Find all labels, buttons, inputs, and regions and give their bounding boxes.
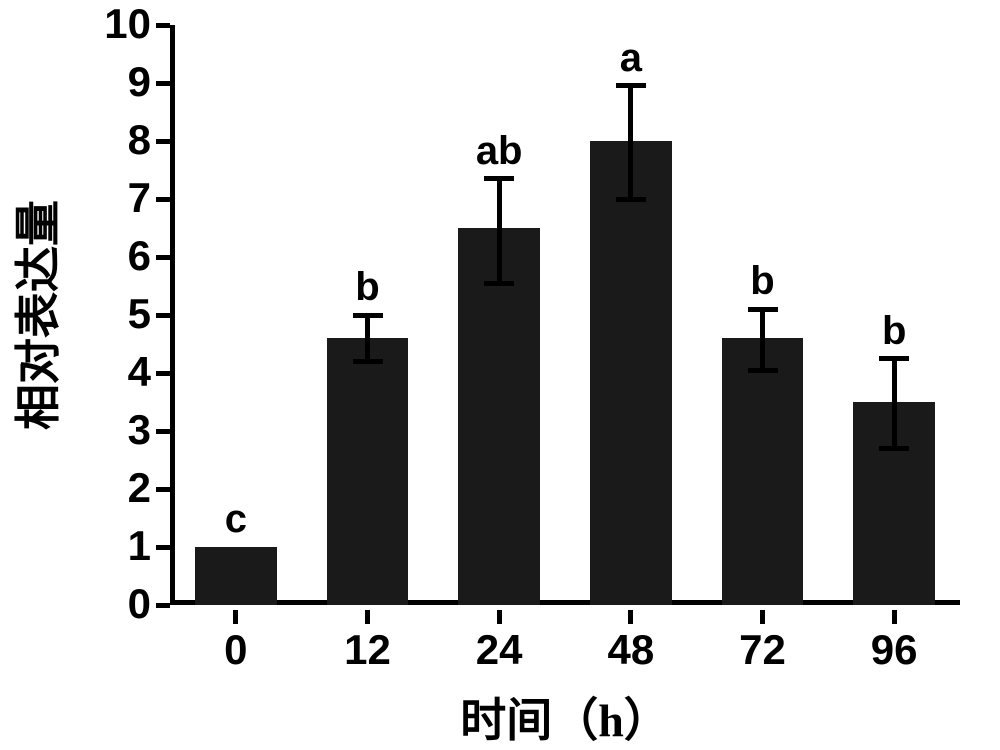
error-bar-cap-top xyxy=(748,307,778,312)
y-tick xyxy=(156,545,170,550)
error-bar-cap-bottom xyxy=(353,359,383,364)
y-tick-label: 10 xyxy=(81,0,151,48)
error-bar-cap-top xyxy=(879,356,909,361)
x-tick-label: 72 xyxy=(697,626,829,674)
error-bar-stem xyxy=(892,359,897,449)
y-tick xyxy=(156,23,170,28)
y-tick-label: 3 xyxy=(81,406,151,454)
error-bar-stem xyxy=(628,86,633,199)
x-tick xyxy=(628,610,633,624)
x-axis-title: 时间（h） xyxy=(170,684,960,750)
y-tick xyxy=(156,81,170,86)
y-tick xyxy=(156,487,170,492)
y-tick xyxy=(156,371,170,376)
x-tick xyxy=(365,610,370,624)
y-tick-label: 5 xyxy=(81,290,151,338)
significance-label: a xyxy=(565,36,697,81)
y-tick-label: 1 xyxy=(81,522,151,570)
y-tick-label: 4 xyxy=(81,348,151,396)
x-tick-label: 96 xyxy=(828,626,960,674)
y-tick xyxy=(156,313,170,318)
y-tick-label: 0 xyxy=(81,580,151,628)
x-tick xyxy=(497,610,502,624)
y-tick-label: 6 xyxy=(81,232,151,280)
x-tick-label: 12 xyxy=(302,626,434,674)
x-tick xyxy=(892,610,897,624)
error-bar-cap-bottom xyxy=(616,197,646,202)
error-bar-stem xyxy=(497,179,502,283)
error-bar-cap-bottom xyxy=(484,281,514,286)
y-tick xyxy=(156,429,170,434)
error-bar-stem xyxy=(365,315,370,361)
y-tick xyxy=(156,603,170,608)
significance-label: b xyxy=(828,309,960,354)
y-tick-label: 8 xyxy=(81,116,151,164)
error-bar-cap-bottom xyxy=(748,368,778,373)
error-bar-stem xyxy=(760,309,765,370)
error-bar-cap-top xyxy=(616,83,646,88)
error-bar-cap-top xyxy=(353,313,383,318)
error-bar-cap-bottom xyxy=(879,446,909,451)
y-tick-label: 9 xyxy=(81,58,151,106)
y-tick-label: 7 xyxy=(81,174,151,222)
error-bar-cap-top xyxy=(484,176,514,181)
x-tick xyxy=(760,610,765,624)
bar xyxy=(590,141,672,605)
x-tick xyxy=(233,610,238,624)
bar xyxy=(195,547,277,605)
y-tick xyxy=(156,255,170,260)
bar xyxy=(327,338,409,605)
significance-label: b xyxy=(697,259,829,304)
x-tick-label: 0 xyxy=(170,626,302,674)
y-tick xyxy=(156,139,170,144)
significance-label: b xyxy=(302,265,434,310)
bar-chart: 相对表达量 时间（h） 0123456789100c12b24ab48a72b9… xyxy=(0,0,1000,733)
x-tick-label: 48 xyxy=(565,626,697,674)
significance-label: c xyxy=(170,497,302,542)
x-tick-label: 24 xyxy=(433,626,565,674)
significance-label: ab xyxy=(433,129,565,174)
y-tick-label: 2 xyxy=(81,464,151,512)
bar xyxy=(722,338,804,605)
y-tick xyxy=(156,197,170,202)
y-axis-title: 相对表达量 xyxy=(5,285,65,345)
